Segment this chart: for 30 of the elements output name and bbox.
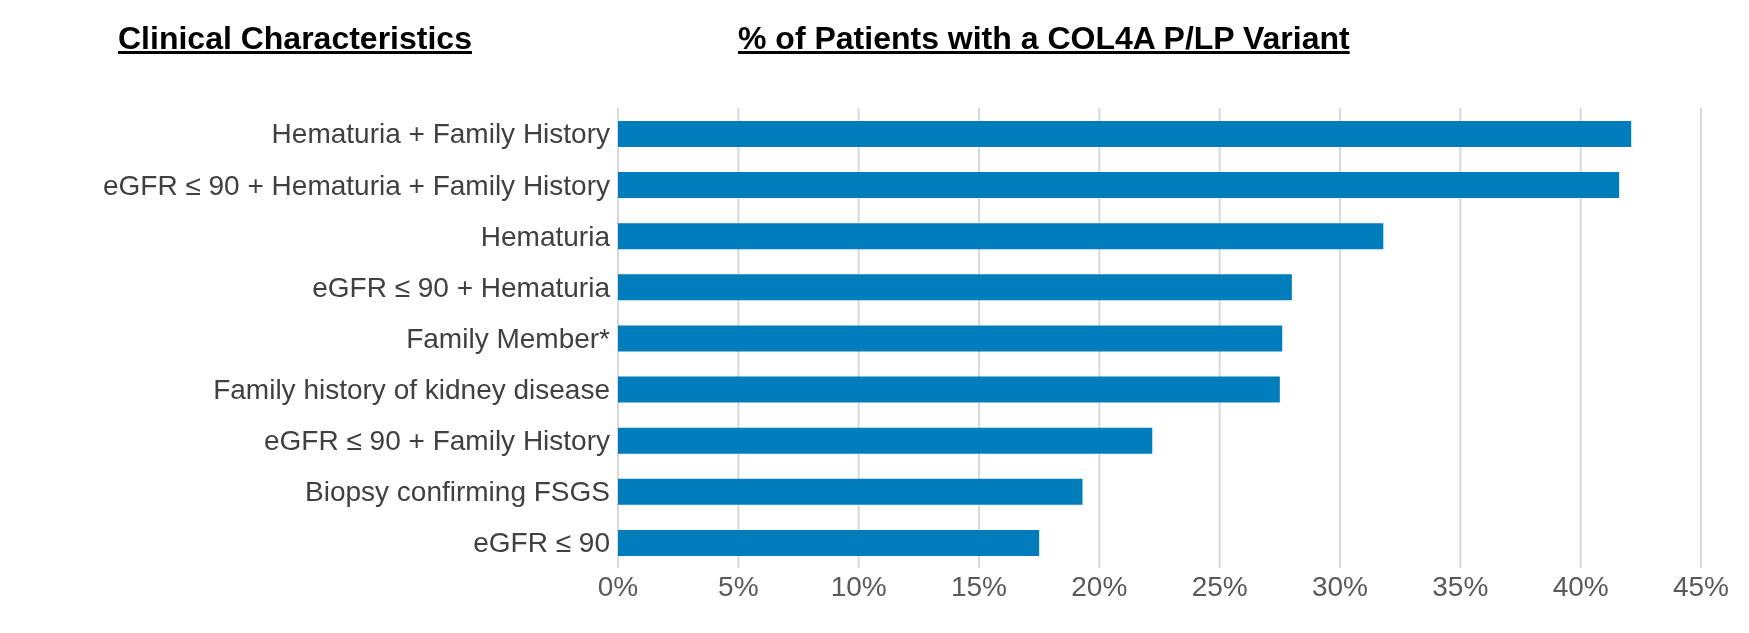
x-tick-label: 15% <box>950 570 1008 602</box>
y-tick-label: eGFR ≤ 90 + Family History <box>264 425 610 457</box>
y-tick-label: Hematuria <box>480 220 611 252</box>
bar <box>618 427 1153 454</box>
bar <box>618 376 1280 403</box>
x-tick-label: 40% <box>1552 570 1609 602</box>
x-tick-label: 0% <box>597 570 639 602</box>
x-tick-label: 20% <box>1071 570 1128 602</box>
bar <box>618 529 1040 556</box>
y-tick-label: Family Member* <box>406 322 611 354</box>
bar <box>618 223 1384 250</box>
bar <box>618 172 1620 199</box>
y-tick-label: Biopsy confirming FSGS <box>305 476 610 508</box>
x-tick-label: 45% <box>1672 570 1730 602</box>
bar <box>618 274 1292 301</box>
x-tick-label: 35% <box>1432 570 1489 602</box>
chart-title: % of Patients with a COL4A P/LP Variant <box>738 20 1350 57</box>
y-tick-label: eGFR ≤ 90 <box>473 527 610 559</box>
x-tick-label: 10% <box>830 570 887 602</box>
y-tick-label: Hematuria + Family History <box>271 118 610 150</box>
x-tick-label: 30% <box>1311 570 1369 602</box>
bar <box>618 478 1083 505</box>
bar <box>618 121 1632 147</box>
x-tick-label: 25% <box>1191 570 1248 602</box>
y-tick-label: eGFR ≤ 90 + Hematuria + Family History <box>102 169 610 201</box>
bar <box>618 325 1283 352</box>
y-axis-title: Clinical Characteristics <box>118 20 472 57</box>
y-tick-label: Family history of kidney disease <box>213 374 610 406</box>
y-tick-label: eGFR ≤ 90 + Hematuria <box>312 271 611 303</box>
x-tick-label: 5% <box>718 570 759 602</box>
